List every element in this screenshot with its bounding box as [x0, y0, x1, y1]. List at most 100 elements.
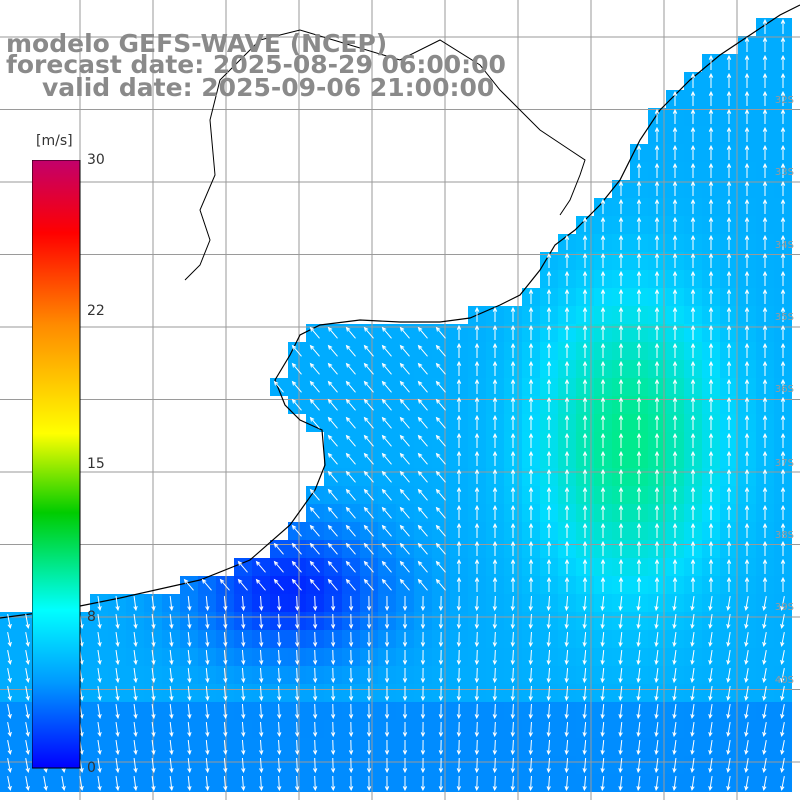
- wind-arrow: [636, 306, 642, 322]
- wind-arrow: [312, 757, 318, 774]
- wind-arrow: [618, 342, 624, 358]
- wind-arrow: [510, 685, 515, 702]
- wind-arrow: [435, 578, 446, 591]
- wind-arrow: [456, 595, 462, 612]
- wind-arrow: [169, 739, 174, 756]
- wind-arrow: [399, 452, 410, 465]
- wind-arrow: [726, 540, 732, 556]
- wind-arrow: [435, 542, 446, 555]
- wind-arrow: [762, 126, 768, 142]
- wind-arrow: [600, 721, 605, 738]
- wind-arrow: [474, 378, 480, 394]
- wind-arrow: [690, 722, 695, 738]
- wind-arrow: [708, 558, 714, 574]
- wind-arrow: [744, 668, 749, 684]
- colorbar-tick-22: 22: [87, 303, 105, 319]
- wind-arrow: [618, 396, 624, 412]
- wind-arrow: [474, 685, 480, 702]
- wind-arrow: [259, 757, 264, 774]
- wind-arrow: [600, 360, 606, 376]
- wind-arrow: [582, 595, 587, 612]
- wind-arrow: [618, 306, 624, 322]
- wind-arrow: [582, 703, 587, 720]
- wind-arrow: [294, 757, 300, 774]
- wind-arrow: [726, 576, 732, 592]
- wind-arrow: [97, 686, 102, 702]
- wind-arrow: [582, 540, 588, 556]
- wind-arrow: [402, 757, 408, 774]
- wind-arrow: [564, 576, 570, 592]
- wind-arrow: [780, 306, 786, 322]
- wind-arrow: [420, 595, 426, 612]
- wind-arrow: [654, 540, 660, 556]
- wind-arrow: [223, 757, 228, 774]
- wind-arrow: [762, 576, 768, 592]
- wind-arrow: [151, 631, 156, 648]
- wind-arrow: [618, 360, 624, 376]
- wind-arrow: [510, 595, 515, 612]
- wind-arrow: [7, 758, 12, 773]
- wind-arrow: [151, 685, 156, 702]
- wind-arrow: [474, 360, 480, 376]
- wind-arrow: [399, 398, 410, 411]
- wind-arrow: [672, 667, 677, 684]
- wind-arrow: [363, 416, 374, 429]
- wind-arrow: [456, 576, 462, 592]
- wind-arrow: [345, 398, 356, 411]
- wind-arrow: [726, 162, 732, 178]
- wind-arrow: [205, 757, 210, 774]
- wind-arrow: [582, 342, 588, 358]
- wind-arrow: [672, 468, 678, 484]
- wind-arrow: [762, 758, 767, 774]
- wind-arrow: [744, 576, 750, 592]
- wind-arrow: [762, 324, 768, 340]
- wind-arrow: [363, 560, 374, 573]
- wind-arrow: [744, 504, 750, 520]
- wind-arrow: [399, 470, 410, 483]
- wind-arrow: [636, 757, 641, 774]
- wind-arrow: [708, 342, 714, 358]
- wind-arrow: [169, 685, 174, 702]
- colorbar-tick-15: 15: [87, 456, 105, 472]
- wind-arrow: [654, 468, 660, 484]
- wind-arrow: [456, 613, 462, 630]
- wind-arrow: [780, 90, 786, 106]
- wind-arrow: [672, 252, 678, 268]
- wind-arrow: [456, 558, 462, 574]
- wind-arrow: [744, 414, 750, 430]
- wind-arrow: [363, 434, 374, 447]
- wind-arrow: [672, 180, 678, 196]
- wind-arrow: [510, 450, 516, 466]
- wind-arrow: [690, 72, 696, 88]
- wind-arrow: [330, 739, 336, 756]
- wind-arrow: [277, 613, 282, 630]
- wind-arrow: [528, 631, 533, 648]
- wind-arrow: [241, 613, 246, 630]
- wind-arrow: [762, 450, 768, 466]
- wind-arrow: [636, 576, 642, 592]
- wind-arrow: [708, 72, 714, 88]
- wind-arrow: [690, 378, 696, 394]
- wind-arrow: [582, 378, 588, 394]
- wind-arrow: [546, 342, 552, 358]
- wind-arrow: [654, 613, 659, 630]
- wind-arrow: [277, 649, 282, 666]
- lat-label-39s: 39S: [774, 602, 794, 613]
- wind-arrow: [762, 540, 768, 556]
- wind-arrow: [726, 432, 732, 448]
- wind-arrow: [582, 558, 588, 574]
- wind-arrow: [417, 470, 428, 483]
- wind-arrow: [636, 180, 642, 196]
- wind-arrow: [435, 488, 446, 501]
- wind-arrow: [510, 432, 516, 448]
- wind-arrow: [600, 757, 605, 774]
- wind-arrow: [744, 722, 749, 738]
- wind-arrow: [348, 721, 354, 738]
- wind-arrow: [277, 631, 282, 648]
- wind-arrow: [780, 234, 786, 250]
- wind-arrow: [327, 326, 338, 339]
- wind-arrow: [762, 632, 767, 648]
- wind-arrow: [312, 739, 318, 756]
- wind-arrow: [345, 506, 356, 519]
- wind-arrow: [169, 595, 174, 612]
